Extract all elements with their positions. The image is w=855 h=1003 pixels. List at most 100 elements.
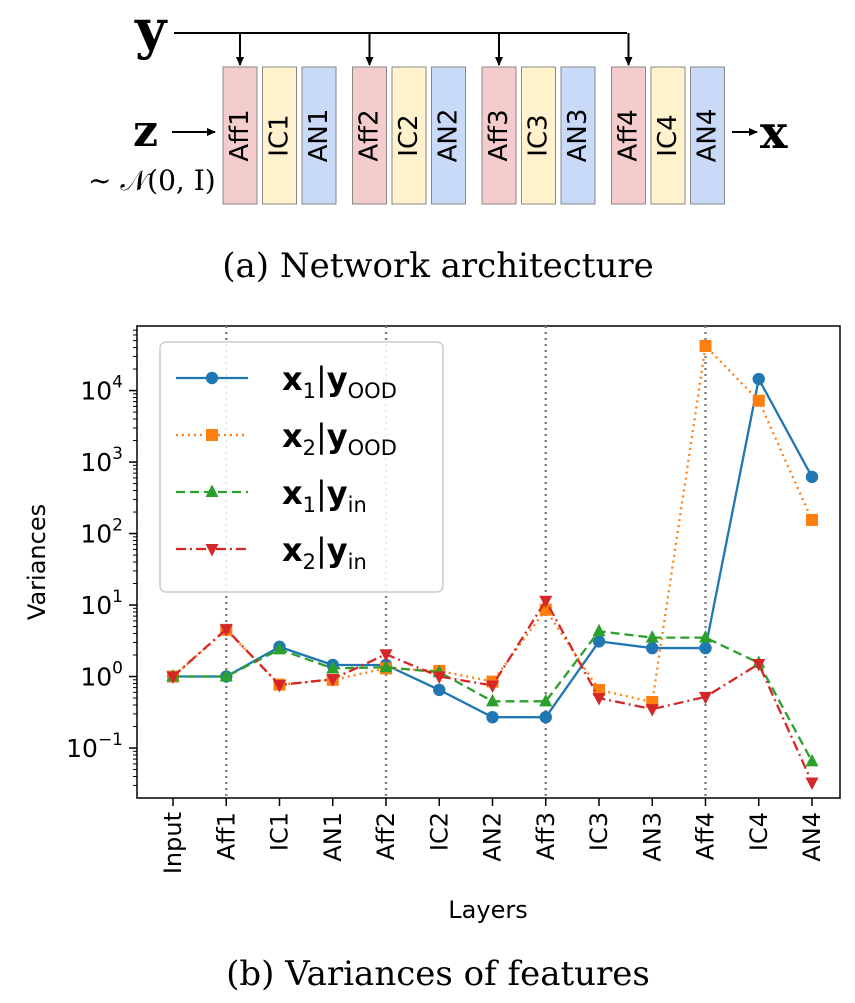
legend-box xyxy=(159,341,444,593)
data-point xyxy=(592,623,606,637)
block-label-aff4: Aff4 xyxy=(614,109,644,161)
block-aff4 xyxy=(611,66,646,205)
x-axis: Input Aff1 IC1 AN1 Aff2 IC2 AN2 Aff3 IC3 AN3 Aff4 I… xyxy=(159,798,826,874)
y-tick-label: 101 xyxy=(80,587,123,620)
data-point xyxy=(432,671,446,685)
data-point xyxy=(592,635,606,648)
block-aff2 xyxy=(352,66,387,205)
x-tick-label-aff1: Aff1 xyxy=(212,812,240,860)
block-ic3 xyxy=(521,66,556,205)
block-label-ic4: IC4 xyxy=(653,114,683,156)
data-point xyxy=(805,753,819,767)
y-tick-label: 103 xyxy=(80,444,123,477)
data-point xyxy=(219,624,233,637)
x-tick-label-ic3: IC3 xyxy=(585,812,613,851)
legend-marker xyxy=(205,371,219,385)
data-point xyxy=(273,641,286,655)
data-point xyxy=(486,693,499,707)
y-tick-label: 102 xyxy=(80,516,123,549)
variance-chart: 10−1 100 101 102 103 104 Input Aff1 IC1 AN1 Aff2 I… xyxy=(23,325,841,994)
block-ic4 xyxy=(650,66,686,205)
x-tick-label-an1: AN1 xyxy=(319,812,347,862)
data-point xyxy=(593,683,605,696)
y-axis: 10−1 100 101 102 103 104 xyxy=(66,329,137,786)
data-point xyxy=(166,671,180,685)
block-label-aff3: Aff3 xyxy=(484,109,514,161)
x-tick-label-input: Input xyxy=(159,812,187,874)
data-point xyxy=(699,340,712,353)
data-point xyxy=(645,704,659,717)
input-label-z: z xyxy=(133,106,158,157)
data-point xyxy=(699,691,712,705)
data-point xyxy=(273,680,286,693)
data-point xyxy=(805,777,819,790)
data-point xyxy=(379,649,393,662)
data-point xyxy=(752,394,765,407)
block-label-ic1: IC1 xyxy=(265,114,295,156)
condition-arrows xyxy=(236,33,633,66)
block-label-an3: AN3 xyxy=(563,109,593,163)
legend-marker xyxy=(206,429,218,441)
data-point xyxy=(752,658,766,672)
block-label-aff1: Aff1 xyxy=(225,109,255,161)
caption-b: (b) Variances of features xyxy=(226,954,650,994)
x-tick-label-ic2: IC2 xyxy=(425,812,453,851)
series-layer xyxy=(166,340,819,790)
data-point xyxy=(699,630,712,643)
data-point xyxy=(539,595,553,609)
input-distribution: ~ 𝒩(0, I) xyxy=(88,164,216,197)
block-aff1 xyxy=(222,66,258,205)
data-point xyxy=(326,660,340,674)
output-label-x: x xyxy=(760,105,788,159)
legend-label: x2|yOOD xyxy=(282,417,397,460)
data-point xyxy=(805,470,819,484)
data-point xyxy=(592,693,606,706)
x-tick-label-aff2: Aff2 xyxy=(372,812,400,860)
x-tick-label-aff4: Aff4 xyxy=(692,812,720,860)
data-point xyxy=(379,659,393,673)
y-tick-label: 10−1 xyxy=(66,730,123,763)
data-point xyxy=(645,630,659,643)
layer-blocks: Aff1 IC1 AN1 Aff2 IC2 AN2 Aff3 IC3 AN3 Aff4 IC4 AN4 xyxy=(222,66,725,205)
architecture-diagram: y z ~ 𝒩(0, I) Aff1 IC1 AN1 Aff2 IC2 AN2 Aff3 IC… xyxy=(88,0,788,286)
data-point xyxy=(486,680,499,693)
legend: x1|yOOD x2|yOOD x1|yin x2|yin xyxy=(159,341,444,593)
legend-marker xyxy=(205,544,219,557)
x-tick-label-aff3: Aff3 xyxy=(532,812,560,860)
block-label-an4: AN4 xyxy=(693,109,723,163)
block-an2 xyxy=(431,66,466,205)
block-label-ic2: IC2 xyxy=(394,114,424,156)
block-label-aff2: Aff2 xyxy=(355,109,385,161)
series-3 xyxy=(166,623,819,767)
x-tick-label-an4: AN4 xyxy=(798,812,826,862)
x-tick-label-an2: AN2 xyxy=(479,812,507,862)
caption-a: (a) Network architecture xyxy=(222,246,653,286)
x-axis-label: Layers xyxy=(448,896,527,924)
block-ic2 xyxy=(391,66,427,205)
legend-label: x2|yin xyxy=(282,531,367,574)
x-tick-label-ic4: IC4 xyxy=(745,812,773,851)
legend-marker xyxy=(205,484,219,497)
legend-label: x1|yOOD xyxy=(282,360,397,403)
data-point xyxy=(219,669,233,682)
data-point xyxy=(433,683,446,697)
data-point xyxy=(806,513,818,526)
block-label-ic3: IC3 xyxy=(524,114,554,156)
data-point xyxy=(752,372,765,386)
data-point xyxy=(699,641,712,655)
data-point xyxy=(646,641,659,655)
legend-label: x1|yin xyxy=(282,474,367,517)
data-point xyxy=(486,710,499,724)
condition-label-y: y xyxy=(134,0,168,61)
y-axis-label: Variances xyxy=(23,504,51,620)
series-4 xyxy=(166,595,819,790)
y-tick-label: 104 xyxy=(80,373,123,406)
block-an1 xyxy=(301,66,337,205)
block-an3 xyxy=(560,66,596,205)
y-tick-label: 100 xyxy=(80,659,123,692)
x-tick-label-ic1: IC1 xyxy=(266,812,294,851)
block-label-an1: AN1 xyxy=(304,109,334,163)
block-label-an2: AN2 xyxy=(434,109,464,163)
data-point xyxy=(326,674,340,687)
